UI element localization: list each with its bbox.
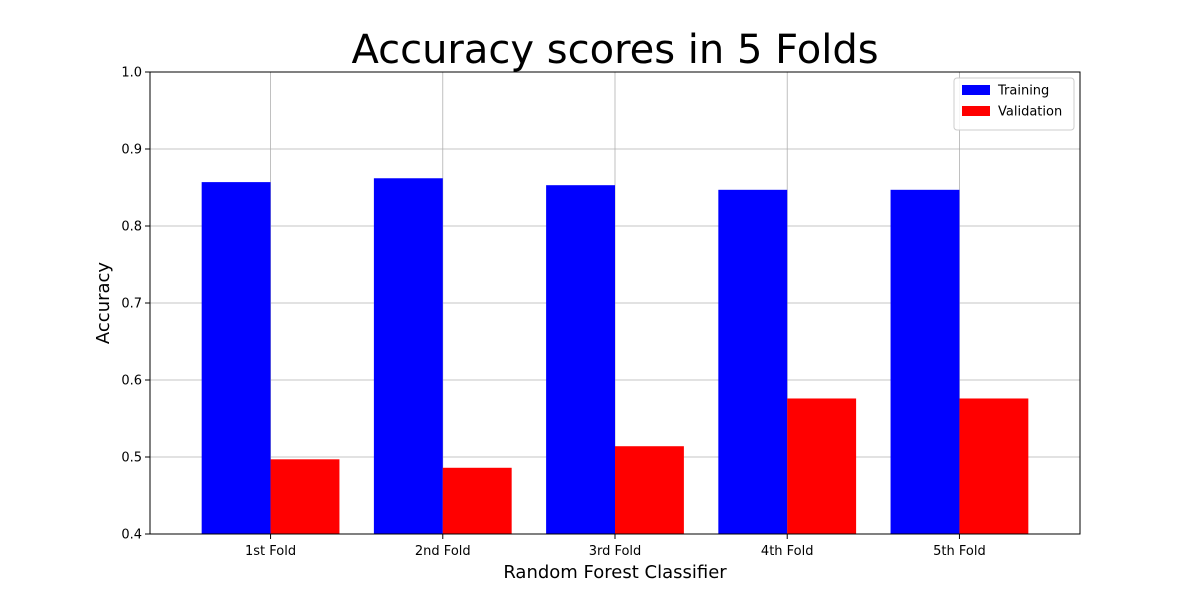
- bar-validation-4: [787, 398, 857, 534]
- bar-validation-5: [959, 398, 1029, 534]
- y-tick-label: 1.0: [121, 66, 142, 81]
- x-tick-label: 5th Fold: [933, 544, 986, 559]
- bar-training-4: [718, 189, 788, 534]
- legend-swatch-training: [962, 85, 990, 95]
- x-tick-label: 4th Fold: [761, 544, 814, 559]
- bar-training-5: [890, 189, 960, 534]
- x-tick-label: 1st Fold: [245, 544, 296, 559]
- legend-swatch-validation: [962, 106, 990, 116]
- chart-title: Accuracy scores in 5 Folds: [351, 27, 878, 73]
- bar-training-3: [546, 185, 615, 534]
- axis-ticks: 0.4 0.5 0.6 0.7 0.8 0.9 1.0 1st Fold 2nd Fold 3rd…: [121, 66, 985, 560]
- legend-label-validation: Validation: [998, 105, 1062, 120]
- bars: [201, 178, 1029, 535]
- y-tick-label: 0.4: [121, 528, 142, 543]
- y-tick-label: 0.8: [121, 220, 142, 235]
- x-tick-label: 3rd Fold: [589, 544, 642, 559]
- y-tick-label: 0.6: [121, 374, 142, 389]
- bar-validation-2: [442, 467, 512, 534]
- bar-training-1: [201, 182, 271, 535]
- x-tick-label: 2nd Fold: [415, 544, 471, 559]
- y-tick-label: 0.9: [121, 143, 142, 158]
- x-axis-label: Random Forest Classifier: [503, 562, 727, 583]
- y-tick-label: 0.5: [121, 451, 142, 466]
- bar-training-2: [373, 178, 443, 534]
- bar-validation-1: [270, 459, 340, 534]
- legend: Training Validation: [953, 77, 1075, 131]
- y-tick-label: 0.7: [121, 297, 142, 312]
- bar-validation-3: [615, 446, 684, 534]
- legend-label-training: Training: [997, 84, 1049, 99]
- y-axis-label: Accuracy: [93, 262, 114, 345]
